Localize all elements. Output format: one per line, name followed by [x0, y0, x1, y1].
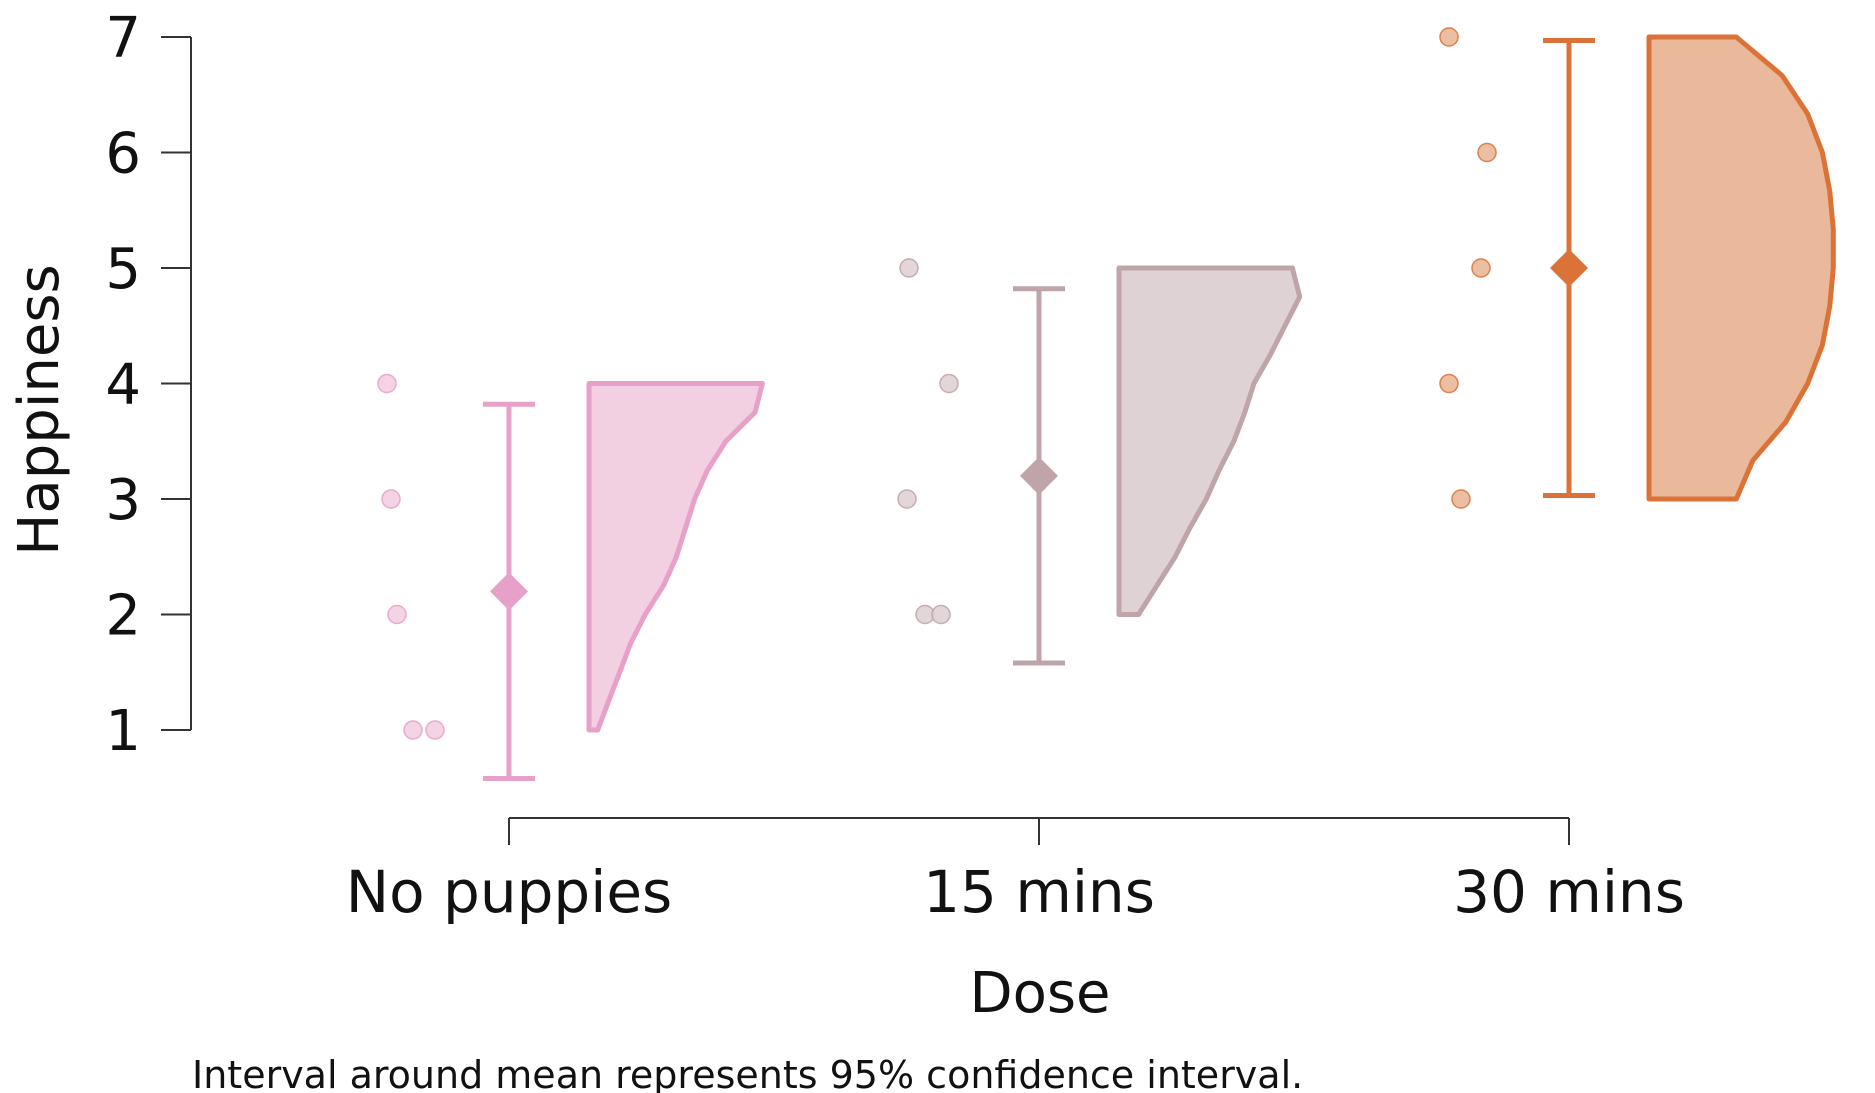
- data-point: [381, 489, 401, 509]
- data-point: [939, 373, 959, 394]
- group-0: [377, 373, 765, 782]
- x-axis: No puppies 15 mins 30 mins: [346, 817, 1685, 926]
- data-point: [1477, 142, 1497, 163]
- x-tick-label: 15 mins: [923, 858, 1155, 926]
- y-axis: 1 2 3 4 5 6 7: [105, 6, 192, 764]
- x-tick-label: No puppies: [346, 858, 673, 926]
- group-2: [1439, 27, 1836, 509]
- density-cloud: [1116, 265, 1303, 617]
- data-point: [1439, 27, 1459, 47]
- data-point: [1439, 373, 1459, 394]
- y-tick-label: 3: [105, 468, 141, 533]
- y-tick-label: 7: [105, 6, 141, 71]
- density-cloud: [1646, 34, 1836, 502]
- y-tick-label: 1: [105, 699, 141, 764]
- x-tick-label: 30 mins: [1453, 858, 1685, 926]
- data-point: [377, 373, 397, 394]
- y-axis-title: Happiness: [7, 264, 72, 555]
- data-point: [1471, 258, 1491, 278]
- mean-marker: [1020, 456, 1058, 495]
- x-axis-title: Dose: [969, 961, 1110, 1026]
- group-1: [897, 258, 1303, 666]
- data-point: [403, 720, 423, 740]
- data-point: [1451, 489, 1471, 509]
- y-tick-label: 4: [105, 353, 141, 418]
- y-tick-label: 2: [105, 584, 141, 649]
- y-tick-label: 6: [105, 122, 141, 187]
- density-cloud: [586, 381, 765, 733]
- data-point: [899, 258, 919, 278]
- data-point: [897, 489, 917, 509]
- mean-marker: [490, 572, 528, 611]
- mean-marker: [1550, 249, 1588, 287]
- plot-area: [377, 27, 1836, 782]
- chart-caption: Interval around mean represents 95% conf…: [192, 1053, 1303, 1093]
- y-tick-label: 5: [105, 237, 141, 302]
- data-point: [425, 720, 445, 740]
- data-point: [387, 604, 407, 625]
- data-point: [931, 604, 951, 625]
